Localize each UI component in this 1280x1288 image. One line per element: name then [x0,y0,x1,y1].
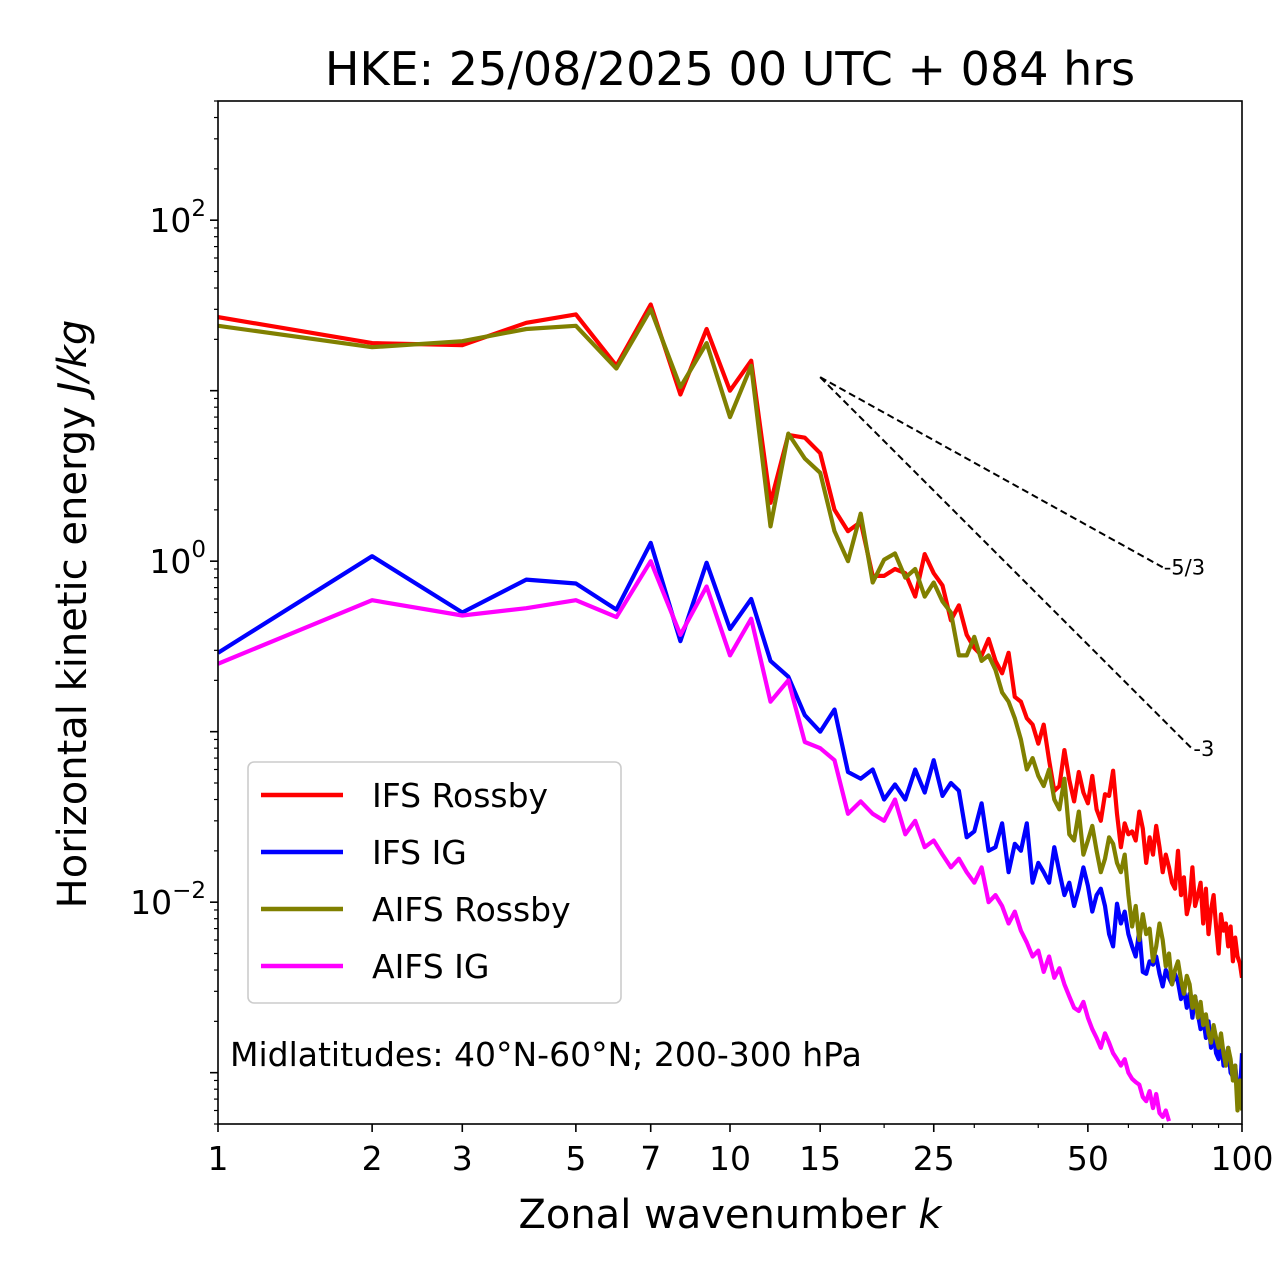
y-tick-label: 100 [149,537,206,581]
series-line-aifs-rossby [218,307,1242,1113]
legend-box [247,761,622,1004]
x-axis-label: Zonal wavenumber k [518,1192,943,1238]
reference-line-label: -3 [1193,737,1214,761]
y-tick-label: 10−2 [130,878,206,922]
legend: IFS Rossby IFS IG AIFS Rossby AIFS IG [247,761,622,1004]
region-annotation: Midlatitudes: 40°N-60°N; 200-300 hPa [230,1035,862,1074]
plot-frame [217,100,1243,1125]
x-tick-label: 10 [709,1139,751,1178]
x-tick-label: 25 [913,1139,955,1178]
chart-title: HKE: 25/08/2025 00 UTC + 084 hrs [325,42,1135,96]
legend-label: IFS IG [372,833,467,872]
series-line-ifs-rossby [218,302,1242,979]
x-tick-label: 3 [452,1139,473,1178]
x-tick-label: 1 [208,1139,229,1178]
axes: 1 2 3 5 7 10 15 25 50 100 102 100 10−2 [130,100,1274,1178]
y-tick-label: 102 [149,196,206,240]
legend-label: IFS Rossby [372,776,548,815]
x-tick-label: 2 [362,1139,383,1178]
reference-line-label: -5/3 [1164,555,1205,579]
series-layer [218,302,1242,1122]
series-line-aifs-ig [218,559,1172,1122]
x-tick-label: 100 [1211,1139,1274,1178]
legend-label: AIFS Rossby [372,890,571,929]
y-axis-label: Horizontal kinetic energy J/kg [50,320,96,909]
x-tick-label: 50 [1067,1139,1109,1178]
legend-label: AIFS IG [372,947,489,986]
reference-slope-lines: -5/3 -3 [819,376,1214,761]
x-tick-label: 7 [640,1139,661,1178]
x-tick-label: 5 [565,1139,586,1178]
x-tick-label: 15 [799,1139,841,1178]
